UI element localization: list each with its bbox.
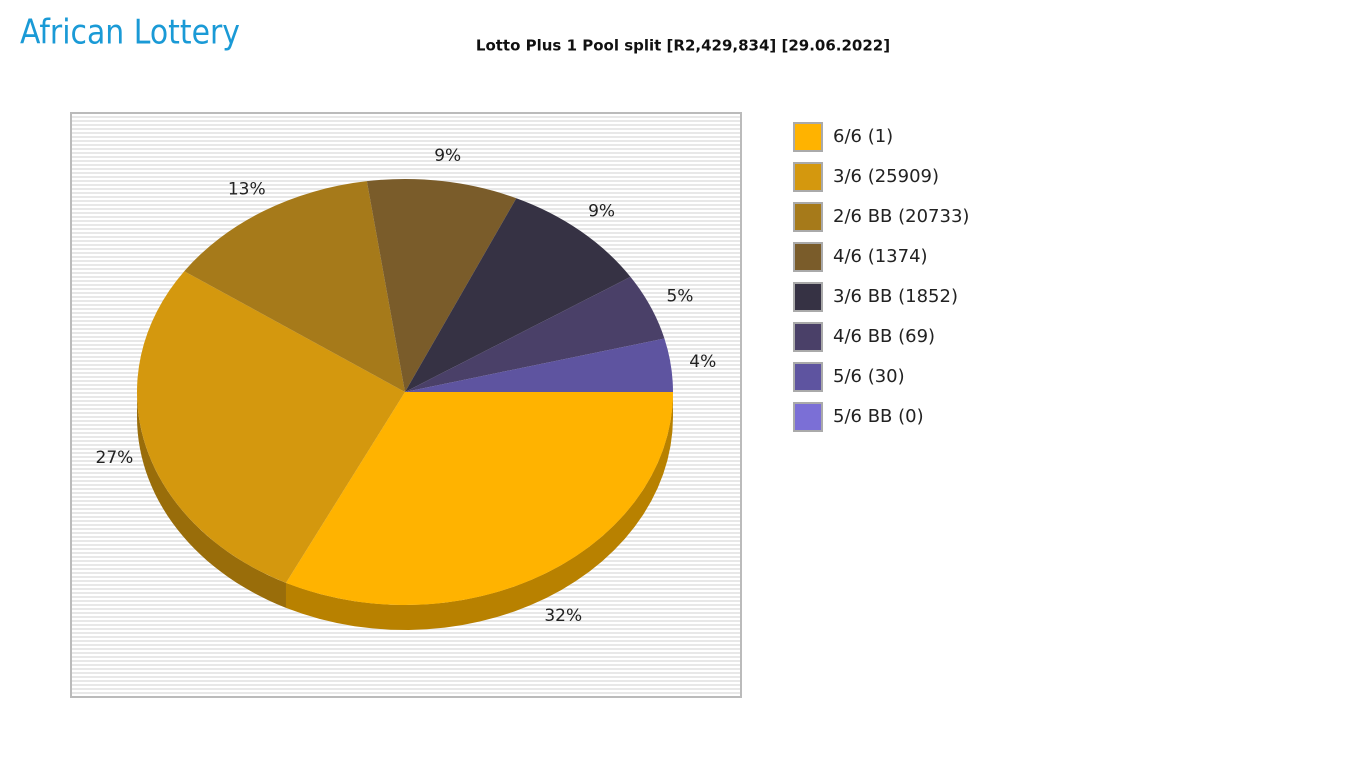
legend-label: 6/6 (1) — [833, 126, 893, 147]
pie-slice — [405, 338, 673, 392]
legend-label: 4/6 BB (69) — [833, 326, 935, 347]
data-label: 32% — [544, 606, 582, 626]
pie-slice — [285, 392, 673, 605]
pie-slice — [137, 271, 406, 583]
pie-slice — [184, 181, 405, 392]
legend-label: 4/6 (1374) — [833, 246, 928, 267]
chart-title: Lotto Plus 1 Pool split [R2,429,834] [29… — [476, 37, 890, 55]
legend-label: 5/6 (30) — [833, 366, 905, 387]
data-label: 27% — [96, 448, 134, 468]
legend-swatch — [793, 282, 823, 312]
legend-swatch — [793, 122, 823, 152]
legend-swatch — [793, 242, 823, 272]
logo[interactable]: African Lottery — [20, 13, 240, 53]
data-label: 9% — [588, 202, 615, 222]
slice-side — [285, 392, 673, 630]
data-label: 5% — [666, 286, 693, 306]
data-label: 13% — [228, 179, 266, 199]
data-label: 9% — [434, 146, 461, 166]
legend-label: 3/6 BB (1852) — [833, 286, 958, 307]
legend-swatch — [793, 362, 823, 392]
legend-label: 3/6 (25909) — [833, 166, 939, 187]
pie-slice — [405, 276, 665, 392]
legend-label: 2/6 BB (20733) — [833, 206, 969, 227]
legend-swatch — [793, 162, 823, 192]
legend-swatch — [793, 202, 823, 232]
pie-slice — [366, 179, 517, 392]
slice-side — [137, 392, 286, 608]
legend-swatch — [793, 322, 823, 352]
legend-swatch — [793, 402, 823, 432]
legend-label: 5/6 BB (0) — [833, 406, 924, 427]
pie-slice — [405, 198, 631, 392]
data-label: 4% — [689, 352, 716, 372]
